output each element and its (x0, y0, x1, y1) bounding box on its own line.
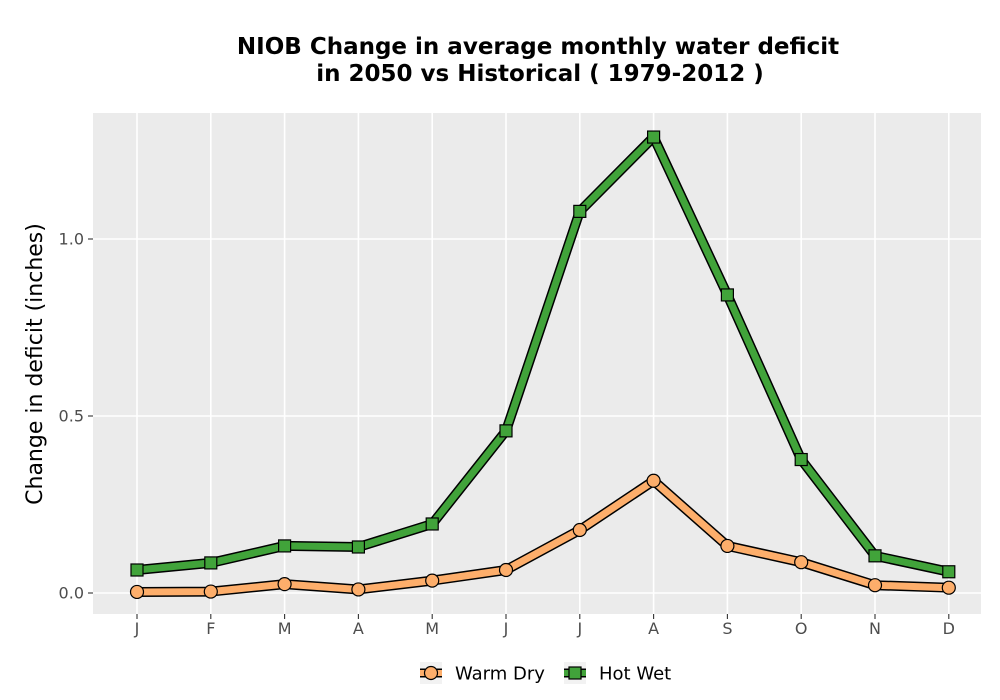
data-point-marker (573, 204, 587, 218)
data-point-marker (868, 549, 882, 563)
x-tick-label: F (206, 619, 215, 638)
plot-panel (93, 113, 981, 614)
series-line (136, 133, 950, 576)
data-point-marker (572, 522, 587, 538)
gridlines (93, 113, 981, 614)
x-tick-label: S (722, 619, 732, 638)
data-point-marker (499, 424, 513, 438)
data-point-marker (204, 556, 218, 570)
data-point-marker (794, 452, 808, 467)
data-point-marker (203, 584, 218, 599)
data-point-marker (277, 577, 292, 592)
x-tick-label: M (425, 619, 439, 638)
legend-item: Warm Dry (420, 662, 545, 685)
data-point-marker (278, 539, 292, 553)
y-tick-label: 0.5 (59, 407, 84, 426)
data-point-marker (425, 517, 439, 531)
legend-label: Hot Wet (599, 664, 671, 685)
data-point-marker (646, 473, 661, 488)
data-point-marker (425, 573, 440, 588)
y-tick-label: 0.0 (59, 584, 84, 603)
data-point-marker (129, 584, 145, 600)
data-point-marker (720, 538, 735, 554)
x-tick-label: O (795, 619, 808, 638)
axes: 0.0 0.5 1.0 J F M A M J J A S O N D (59, 230, 955, 639)
x-tick-label: M (278, 619, 292, 638)
series-warm-dry (129, 473, 956, 600)
legend: Warm Dry Hot Wet (420, 662, 671, 685)
data-point-marker (720, 288, 735, 302)
legend-key-marker (568, 666, 582, 680)
data-point-marker (942, 565, 956, 579)
legend-label: Warm Dry (455, 664, 545, 685)
y-axis-title: Change in deficit (inches) (23, 223, 48, 505)
series-layer (129, 130, 956, 600)
data-point-marker (941, 580, 956, 595)
data-point-marker (351, 540, 365, 554)
chart-title-line-2: in 2050 vs Historical ( 1979-2012 ) (316, 61, 763, 87)
data-point-marker (351, 582, 366, 597)
data-point-marker (498, 562, 514, 578)
x-tick-label: D (943, 619, 955, 638)
data-point-marker (646, 130, 661, 144)
x-tick-label: A (353, 619, 364, 638)
data-point-marker (794, 555, 809, 570)
chart-title-line-1: NIOB Change in average monthly water def… (237, 34, 839, 60)
data-point-marker (130, 563, 144, 577)
series-line (136, 477, 949, 596)
data-point-marker (867, 578, 883, 593)
x-tick-label: J (503, 619, 509, 638)
legend-item: Hot Wet (564, 662, 671, 685)
legend-key-marker (423, 665, 439, 681)
y-tick-label: 1.0 (59, 230, 84, 249)
x-tick-label: J (134, 619, 140, 638)
x-tick-label: N (869, 619, 881, 638)
x-tick-label: A (648, 619, 659, 638)
series-hot-wet (130, 130, 956, 579)
x-tick-label: J (576, 619, 582, 638)
